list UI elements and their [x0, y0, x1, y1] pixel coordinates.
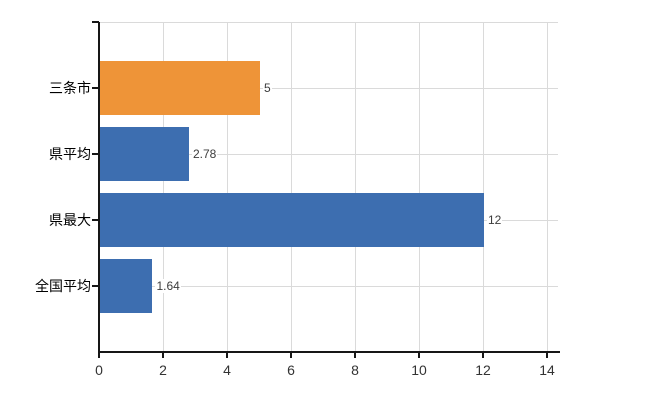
value-label: 5 [263, 81, 272, 95]
gridline-vertical [547, 22, 548, 352]
x-tick-mark [226, 352, 228, 358]
bar [100, 61, 260, 115]
x-tick-label: 2 [159, 362, 167, 378]
bar [100, 259, 153, 313]
category-label: 三条市 [49, 80, 91, 96]
y-tick-mark [92, 285, 99, 287]
x-tick-label: 6 [287, 362, 295, 378]
x-tick-mark [546, 352, 548, 358]
x-tick-mark [354, 352, 356, 358]
gridline-vertical [419, 22, 420, 352]
category-label: 県平均 [49, 146, 91, 162]
x-tick-label: 12 [475, 362, 491, 378]
gridline-horizontal [99, 88, 558, 89]
y-tick-mark [92, 153, 99, 155]
value-label: 12 [487, 213, 503, 227]
x-tick-mark [98, 352, 100, 358]
y-tick-mark [92, 219, 99, 221]
bar [100, 193, 484, 247]
y-tick-mark [92, 21, 99, 23]
x-tick-label: 10 [411, 362, 427, 378]
gridline-vertical [291, 22, 292, 352]
x-tick-mark [290, 352, 292, 358]
x-tick-label: 4 [223, 362, 231, 378]
y-axis-line [98, 22, 100, 353]
x-tick-mark [418, 352, 420, 358]
gridline-vertical [483, 22, 484, 352]
x-tick-mark [482, 352, 484, 358]
gridline-vertical [163, 22, 164, 352]
category-label: 全国平均 [35, 278, 91, 294]
gridline-horizontal [99, 286, 558, 287]
bar [100, 127, 189, 181]
y-tick-mark [92, 87, 99, 89]
x-tick-label: 8 [351, 362, 359, 378]
x-tick-label: 14 [539, 362, 555, 378]
x-tick-mark [162, 352, 164, 358]
gridline-vertical [355, 22, 356, 352]
x-tick-label: 0 [95, 362, 103, 378]
gridline-vertical [227, 22, 228, 352]
value-label: 1.64 [155, 279, 181, 293]
category-label: 県最大 [49, 212, 91, 228]
x-axis-line [98, 351, 560, 353]
gridline-horizontal [99, 154, 558, 155]
gridline-horizontal [99, 22, 558, 23]
value-label: 2.78 [191, 147, 218, 161]
